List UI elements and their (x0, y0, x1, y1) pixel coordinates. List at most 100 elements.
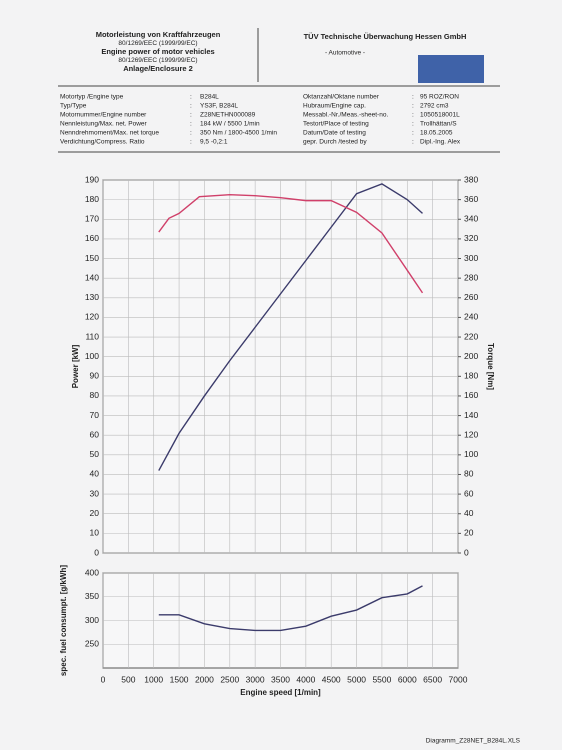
series-line (158, 194, 424, 294)
y2-tick-label: 20 (464, 528, 474, 538)
y-tick-label: 140 (85, 272, 99, 282)
x-tick-label: 6000 (398, 674, 417, 684)
y2-tick-label: 40 (464, 508, 474, 518)
y2-tick-label: 160 (464, 390, 478, 400)
y2-tick-label: 300 (464, 253, 478, 263)
spec-value: Z28NETHN000089 (200, 112, 256, 119)
spec-sep: : (412, 130, 414, 137)
spec-label: gepr. Durch /tested by (303, 139, 367, 146)
spec-sep: : (190, 94, 192, 101)
header-right: - Automotive - (325, 50, 365, 57)
y2-axis-label: Torque [Nm] (486, 343, 495, 390)
y-tick-label: 40 (90, 469, 100, 479)
spec-value: Trollhättan/S (420, 121, 457, 128)
y2-tick-label: 200 (464, 351, 478, 361)
spec-sep: : (190, 121, 192, 128)
x-tick-label: 5000 (347, 674, 366, 684)
spec-value: 2792 cm3 (420, 103, 449, 110)
spec-value: 350 Nm / 1800-4500 1/min (200, 130, 277, 137)
y2-tick-label: 380 (464, 174, 478, 184)
x-tick-label: 4000 (296, 674, 315, 684)
y-tick-label: 120 (85, 312, 99, 322)
spec-label: Motortyp /Engine type (60, 94, 124, 101)
spec-label: Oktanzahl/Oktane number (303, 94, 380, 101)
y2-tick-label: 80 (464, 469, 474, 479)
y2-tick-label: 120 (464, 429, 478, 439)
x-tick-label: 4500 (322, 674, 341, 684)
y-tick-label: 160 (85, 233, 99, 243)
spec-label: Motornummer/Engine number (60, 112, 147, 119)
y2-tick-label: 320 (464, 233, 478, 243)
y-axis-label: spec. fuel consumpt. [g/kWh] (59, 565, 68, 676)
header-left: 80/1269/EEC (1999/99/EC) (118, 40, 197, 47)
spec-value: 18.05.2005 (420, 130, 453, 137)
header-right: TÜV Technische Überwachung Hessen GmbH (304, 32, 467, 41)
spec-label: Verdichtung/Compress. Ratio (60, 139, 145, 146)
y2-tick-label: 220 (464, 331, 478, 341)
y2-tick-label: 340 (464, 214, 478, 224)
y-tick-label: 250 (85, 639, 99, 649)
x-tick-label: 3000 (246, 674, 265, 684)
spec-sep: : (412, 112, 414, 119)
y-tick-label: 170 (85, 214, 99, 224)
header-left: Motorleistung von Kraftfahrzeugen (96, 30, 221, 39)
x-tick-label: 2500 (220, 674, 239, 684)
spec-value: B284L (200, 94, 219, 101)
y-tick-label: 100 (85, 351, 99, 361)
spec-label: Messabl.-Nr./Meas.-sheet-no. (303, 112, 388, 119)
spec-value: 9,5 -0,2:1 (200, 139, 228, 146)
footer: Diagramm_Z28NET_B284L.XLS (426, 738, 521, 745)
y-tick-label: 90 (90, 371, 100, 381)
spec-value: 95 ROZ/RON (420, 94, 459, 101)
spec-sep: : (190, 139, 192, 146)
y2-tick-label: 0 (464, 547, 469, 557)
y2-tick-label: 260 (464, 292, 478, 302)
y-tick-label: 30 (90, 488, 100, 498)
y2-tick-label: 100 (464, 449, 478, 459)
x-tick-label: 1000 (144, 674, 163, 684)
y-tick-label: 190 (85, 174, 99, 184)
y2-tick-label: 240 (464, 312, 478, 322)
spec-sep: : (412, 103, 414, 110)
y-tick-label: 60 (90, 429, 100, 439)
spec-value: 1050518001L (420, 112, 460, 119)
y-tick-label: 300 (85, 615, 99, 625)
y-tick-label: 130 (85, 292, 99, 302)
spec-sep: : (190, 103, 192, 110)
y-tick-label: 10 (90, 528, 100, 538)
y-tick-label: 110 (85, 331, 99, 341)
y-tick-label: 80 (90, 390, 100, 400)
y-tick-label: 180 (85, 194, 99, 204)
spec-sep: : (412, 94, 414, 101)
x-tick-label: 3500 (271, 674, 290, 684)
y-tick-label: 150 (85, 253, 99, 263)
series-line (158, 585, 423, 632)
y-axis-label: Power [kW] (71, 344, 80, 388)
y-tick-label: 50 (90, 449, 100, 459)
spec-sep: : (412, 121, 414, 128)
spec-label: Nennleistung/Max. net. Power (60, 121, 148, 128)
x-tick-label: 7000 (449, 674, 468, 684)
spec-value: 184 kW / 5500 1/min (200, 121, 260, 128)
spec-value: Dipl.-Ing. Alex (420, 139, 461, 146)
y2-tick-label: 180 (464, 371, 478, 381)
series-line (158, 183, 423, 471)
x-tick-label: 0 (101, 674, 106, 684)
y-tick-label: 70 (90, 410, 100, 420)
header-left: Anlage/Enclosure 2 (123, 64, 193, 73)
x-axis-label: Engine speed [1/min] (240, 688, 321, 697)
spec-label: Datum/Date of testing (303, 130, 366, 137)
spec-label: Testort/Place of testing (303, 121, 369, 128)
spec-sep: : (190, 130, 192, 137)
x-tick-label: 6500 (423, 674, 442, 684)
y2-tick-label: 360 (464, 194, 478, 204)
y2-tick-label: 140 (464, 410, 478, 420)
logo-box (418, 55, 484, 83)
header-left: Engine power of motor vehicles (101, 47, 214, 56)
x-tick-label: 2000 (195, 674, 214, 684)
y2-tick-label: 60 (464, 488, 474, 498)
spec-label: Typ/Type (60, 103, 87, 110)
y-tick-label: 20 (90, 508, 100, 518)
spec-sep: : (190, 112, 192, 119)
